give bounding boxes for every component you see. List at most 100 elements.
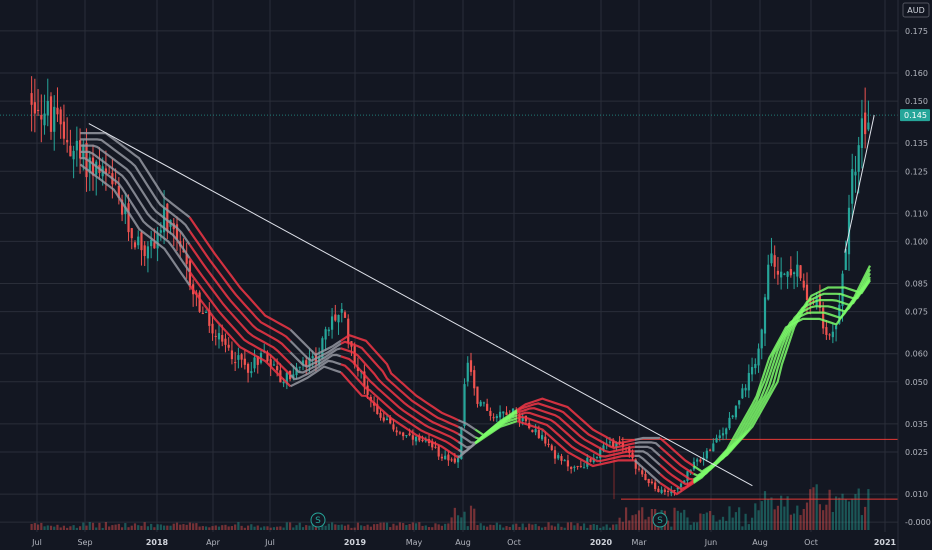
- candle-body: [466, 362, 469, 382]
- dividend-marker-label: S: [657, 516, 663, 526]
- volume-bar: [69, 526, 72, 530]
- volume-bar: [763, 491, 767, 530]
- volume-bar: [224, 524, 227, 530]
- ribbon-line: [516, 407, 635, 454]
- ribbon-line: [634, 436, 660, 441]
- volume-bar: [434, 523, 437, 530]
- volume-bar: [85, 525, 88, 530]
- candle-body: [444, 455, 447, 460]
- candle-body: [860, 118, 864, 148]
- candle-body: [715, 437, 718, 443]
- trendline[interactable]: [844, 114, 875, 253]
- candle-body: [718, 435, 721, 439]
- volume-bar: [153, 527, 156, 530]
- x-tick-label: Mar: [631, 538, 647, 547]
- volume-bar: [469, 505, 473, 530]
- price-axis[interactable]: 0.175 0.160 0.150 0.135 0.125 0.110 0.100 0.085…: [897, 0, 931, 550]
- volume-bar: [712, 515, 715, 530]
- candle-body: [563, 460, 566, 462]
- candle-body: [95, 161, 98, 175]
- volume-bar: [696, 522, 699, 530]
- candle-body: [838, 304, 841, 324]
- volume-bar: [573, 525, 576, 530]
- candle-body: [385, 418, 389, 421]
- volume-bar: [111, 525, 114, 530]
- candle-body: [712, 443, 715, 452]
- volume-bar: [421, 525, 424, 530]
- volume-bar: [217, 526, 221, 530]
- candle-body: [327, 329, 330, 332]
- volume-bar: [101, 527, 104, 530]
- volume-bar: [431, 527, 434, 530]
- volume-bar: [285, 522, 288, 530]
- volume-bar: [33, 523, 36, 530]
- x-tick-label: 2019: [344, 538, 367, 547]
- currency-badge[interactable]: AUD: [902, 2, 930, 18]
- candle-body: [392, 424, 395, 430]
- volume-bar: [631, 515, 634, 530]
- volume-bar: [250, 524, 253, 530]
- candle-body: [805, 284, 809, 301]
- volume-bar: [495, 522, 498, 530]
- candle-body: [767, 264, 770, 300]
- volume-bar: [395, 525, 398, 530]
- volume-bar: [162, 525, 166, 530]
- candle-body: [137, 236, 140, 246]
- ribbon-line: [659, 455, 694, 481]
- y-tick-label: 0.160: [905, 69, 928, 78]
- x-tick-label: 2021: [874, 538, 897, 547]
- candle-body: [612, 441, 615, 447]
- candle-body: [744, 387, 747, 391]
- candle-body: [301, 360, 305, 366]
- dividend-marker[interactable]: S: [310, 512, 326, 528]
- volume-bar: [544, 526, 547, 530]
- volume-bar: [586, 527, 589, 530]
- volume-bar: [460, 517, 463, 530]
- candle-body: [463, 384, 466, 427]
- horizontal-levels: [613, 438, 898, 500]
- volume-bar: [36, 524, 40, 530]
- dividend-marker[interactable]: S: [652, 512, 668, 528]
- candle-body: [456, 458, 460, 463]
- volume-bar: [140, 525, 143, 530]
- volume-bar: [734, 512, 738, 530]
- candle-body: [256, 356, 259, 365]
- trendline[interactable]: [88, 123, 753, 487]
- volume-bar: [834, 496, 838, 530]
- time-axis[interactable]: Jul Sep 2018 Apr Jul 2019 May Aug Oct 2020 Mar Jun A…: [31, 538, 896, 547]
- volume-bar: [760, 501, 763, 530]
- volume-bar: [411, 522, 414, 530]
- volume-bar: [750, 517, 754, 530]
- candle-body: [230, 350, 234, 360]
- candle-body: [486, 403, 489, 411]
- volume-bar: [786, 496, 789, 530]
- volume-bar: [276, 526, 279, 530]
- volume-bar: [179, 524, 182, 530]
- volume-bar: [117, 523, 120, 530]
- volume-bar: [75, 527, 78, 530]
- currency-box[interactable]: [902, 2, 930, 18]
- ribbon-line: [188, 284, 292, 388]
- dividend-marker-circle[interactable]: [652, 512, 668, 528]
- candle-body: [182, 250, 185, 253]
- volume-bar: [699, 513, 702, 530]
- candle-body: [379, 412, 382, 418]
- volume-bar: [104, 522, 108, 530]
- volume-bar: [476, 525, 479, 530]
- volume-bar: [744, 513, 747, 530]
- volume-bar: [295, 525, 298, 530]
- volume-bar: [705, 512, 708, 530]
- volume-bar: [505, 526, 508, 530]
- dividend-marker-circle[interactable]: [310, 512, 326, 528]
- volume-bar: [857, 488, 860, 530]
- volume-bar: [427, 527, 431, 530]
- candle-body: [133, 242, 137, 248]
- volume-bar: [557, 523, 560, 530]
- volume-bar: [511, 524, 515, 530]
- candle-body: [721, 433, 725, 436]
- candle-body: [321, 338, 324, 359]
- candle-body: [298, 366, 301, 368]
- candle-body: [469, 360, 473, 372]
- candle-body: [450, 459, 453, 461]
